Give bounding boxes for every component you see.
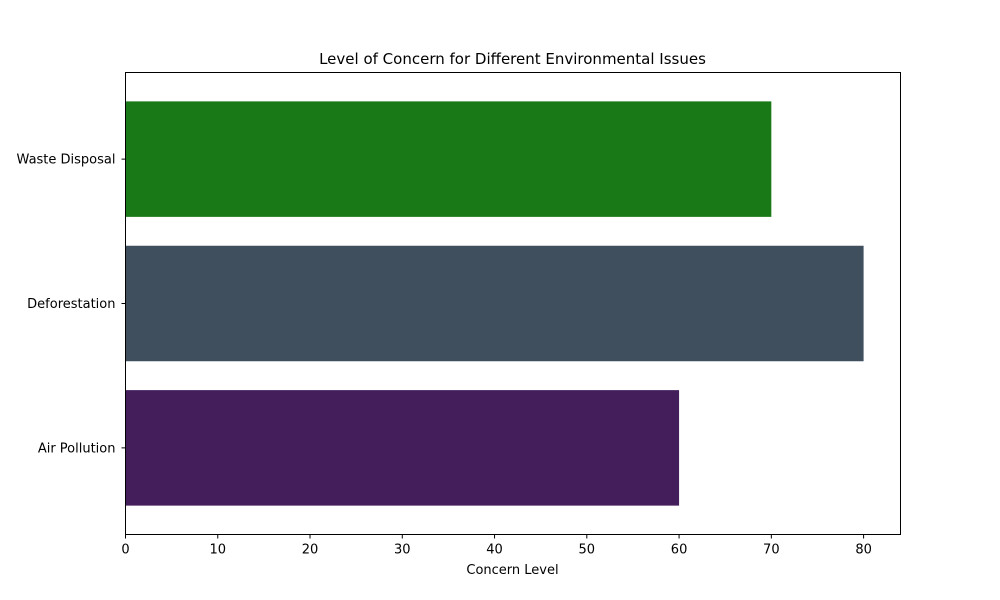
bar-waste-disposal bbox=[125, 101, 772, 217]
plot-area: 0 10 20 30 40 50 60 70 80 Air Pollution Deforesta… bbox=[17, 72, 901, 558]
x-tick-label: 0 bbox=[121, 543, 129, 558]
x-tick-label: 70 bbox=[763, 543, 780, 558]
x-axis-label: Concern Level bbox=[466, 563, 558, 578]
x-tick-label: 60 bbox=[671, 543, 688, 558]
bars bbox=[125, 101, 864, 506]
x-tick-label: 40 bbox=[486, 543, 503, 558]
y-tick-label: Waste Disposal bbox=[17, 153, 116, 168]
y-tick-label: Deforestation bbox=[27, 297, 115, 312]
x-tick-label: 50 bbox=[579, 543, 596, 558]
plot-frame bbox=[125, 72, 901, 535]
y-axis-ticks: Air Pollution Deforestation Waste Disposal bbox=[17, 153, 126, 456]
x-axis-ticks: 0 10 20 30 40 50 60 70 80 bbox=[121, 534, 872, 558]
y-tick-label: Air Pollution bbox=[38, 441, 116, 456]
x-tick-label: 80 bbox=[855, 543, 872, 558]
bar-deforestation bbox=[125, 245, 864, 362]
x-tick-label: 20 bbox=[302, 543, 319, 558]
x-tick-label: 10 bbox=[209, 543, 226, 558]
chart-title: Level of Concern for Different Environme… bbox=[319, 50, 706, 68]
bar-air-pollution bbox=[125, 390, 680, 506]
x-tick-label: 30 bbox=[394, 543, 411, 558]
